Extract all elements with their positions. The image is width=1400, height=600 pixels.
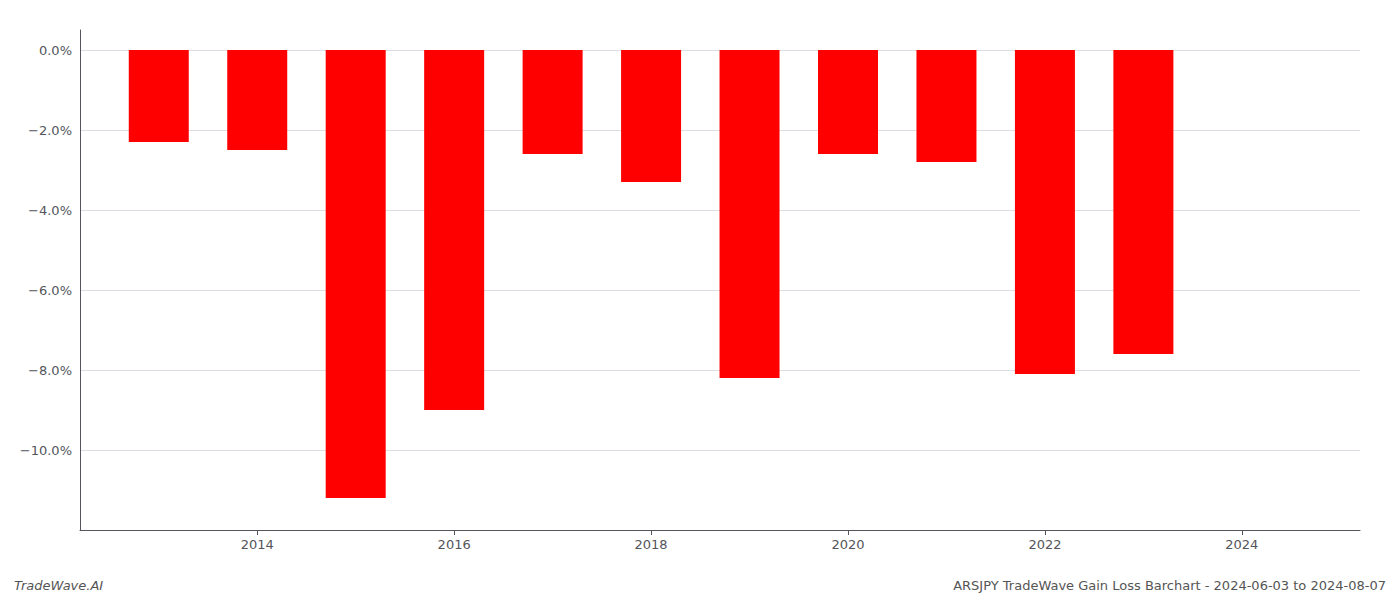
svg-text:2022: 2022 <box>1028 537 1061 552</box>
svg-text:2014: 2014 <box>241 537 274 552</box>
svg-text:ARSJPY TradeWave Gain Loss Bar: ARSJPY TradeWave Gain Loss Barchart - 20… <box>953 578 1386 593</box>
svg-text:2024: 2024 <box>1225 537 1258 552</box>
svg-text:−6.0%: −6.0% <box>28 283 72 298</box>
svg-text:TradeWave.AI: TradeWave.AI <box>14 578 103 593</box>
svg-text:2018: 2018 <box>635 537 668 552</box>
svg-text:−8.0%: −8.0% <box>28 363 72 378</box>
svg-text:0.0%: 0.0% <box>39 43 72 58</box>
svg-text:−4.0%: −4.0% <box>28 203 72 218</box>
svg-text:−10.0%: −10.0% <box>20 443 72 458</box>
svg-text:2016: 2016 <box>438 537 471 552</box>
svg-text:−2.0%: −2.0% <box>28 123 72 138</box>
svg-text:2020: 2020 <box>831 537 864 552</box>
